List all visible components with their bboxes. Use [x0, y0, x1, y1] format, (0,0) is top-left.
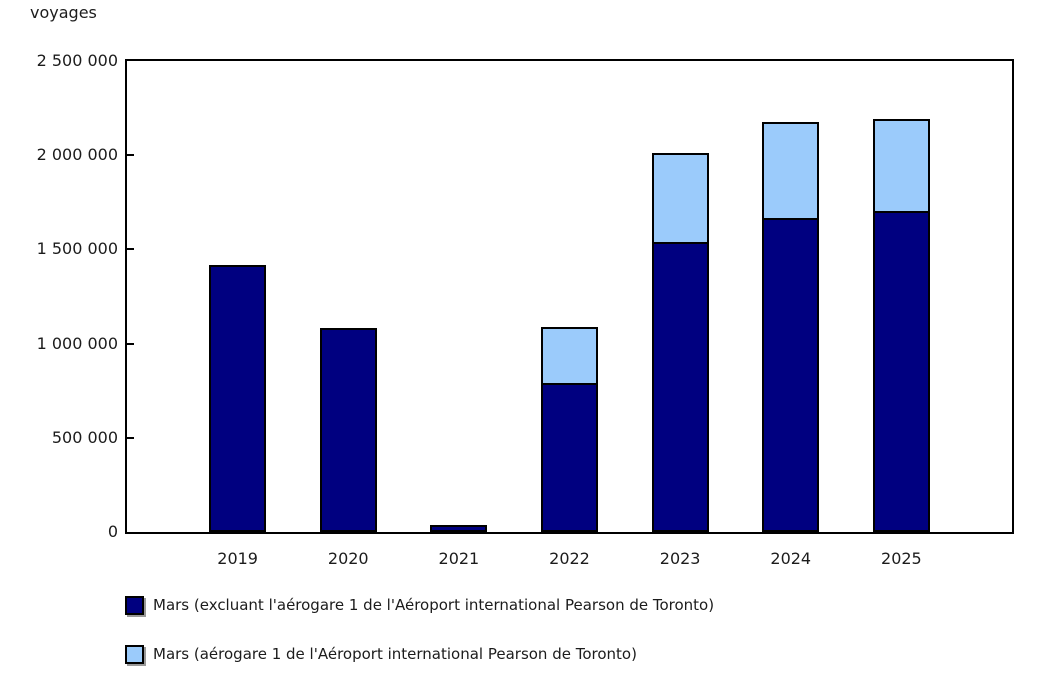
y-axis-tick-label: 500 000: [51, 427, 118, 447]
y-axis-tick-label: 0: [107, 522, 118, 541]
x-axis-tick-label-2021: 2021: [438, 549, 480, 568]
y-axis-tick-label: 2 000 000: [36, 145, 118, 165]
y-axis-tick-mark: [127, 342, 134, 345]
x-axis-tick-label-2024: 2024: [770, 549, 812, 568]
x-axis-tick-label-2023: 2023: [659, 549, 701, 568]
y-axis-tick-mark: [127, 248, 134, 251]
legend-swatch-lightblue: [125, 644, 144, 664]
bar-2020-mars-excluant-aerogare-1: [319, 328, 377, 532]
x-axis-tick-label-2020: 2020: [327, 549, 369, 568]
legend-item-mars-excluant-aerogare-1: Mars (excluant l'aérogare 1 de l'Aéropor…: [125, 594, 714, 616]
y-axis-title: voyages: [30, 3, 97, 22]
bar-2025-mars-excluant-aerogare-1: [872, 211, 930, 532]
bar-2024-mars-excluant-aerogare-1: [762, 218, 820, 532]
y-axis-tick-mark: [127, 154, 134, 157]
bar-2022-mars-aerogare-1: [541, 327, 598, 385]
bar-2021-mars-excluant-aerogare-1: [430, 525, 488, 532]
y-axis-tick-label: 2 500 000: [36, 51, 118, 70]
x-axis-tick-label-2019: 2019: [217, 549, 258, 568]
bar-2025-mars-aerogare-1: [872, 119, 930, 213]
legend-swatch-navy: [125, 595, 144, 615]
legend-label-mars-excluant-aerogare-1: Mars (excluant l'aérogare 1 de l'Aéropor…: [153, 596, 715, 614]
bar-2019-mars-excluant-aerogare-1: [209, 265, 267, 532]
bar-2022-mars-excluant-aerogare-1: [541, 383, 598, 532]
plot-area: [125, 59, 1014, 534]
legend-item-mars-aerogare-1: Mars (aérogare 1 de l'Aéroport internati…: [125, 643, 714, 665]
x-axis-tick-label-2025: 2025: [881, 549, 922, 568]
bar-2024-mars-aerogare-1: [762, 122, 820, 220]
legend-label-mars-aerogare-1: Mars (aérogare 1 de l'Aéroport internati…: [153, 645, 637, 663]
legend: Mars (excluant l'aérogare 1 de l'Aéropor…: [125, 594, 714, 677]
x-axis-tick-label-2022: 2022: [549, 549, 590, 568]
bar-2023-mars-excluant-aerogare-1: [651, 242, 709, 532]
bar-2023-mars-aerogare-1: [651, 153, 709, 244]
y-axis-tick-label: 1 500 000: [36, 239, 118, 259]
y-axis-tick-label: 1 000 000: [36, 333, 118, 353]
y-axis-tick-mark: [127, 436, 134, 439]
